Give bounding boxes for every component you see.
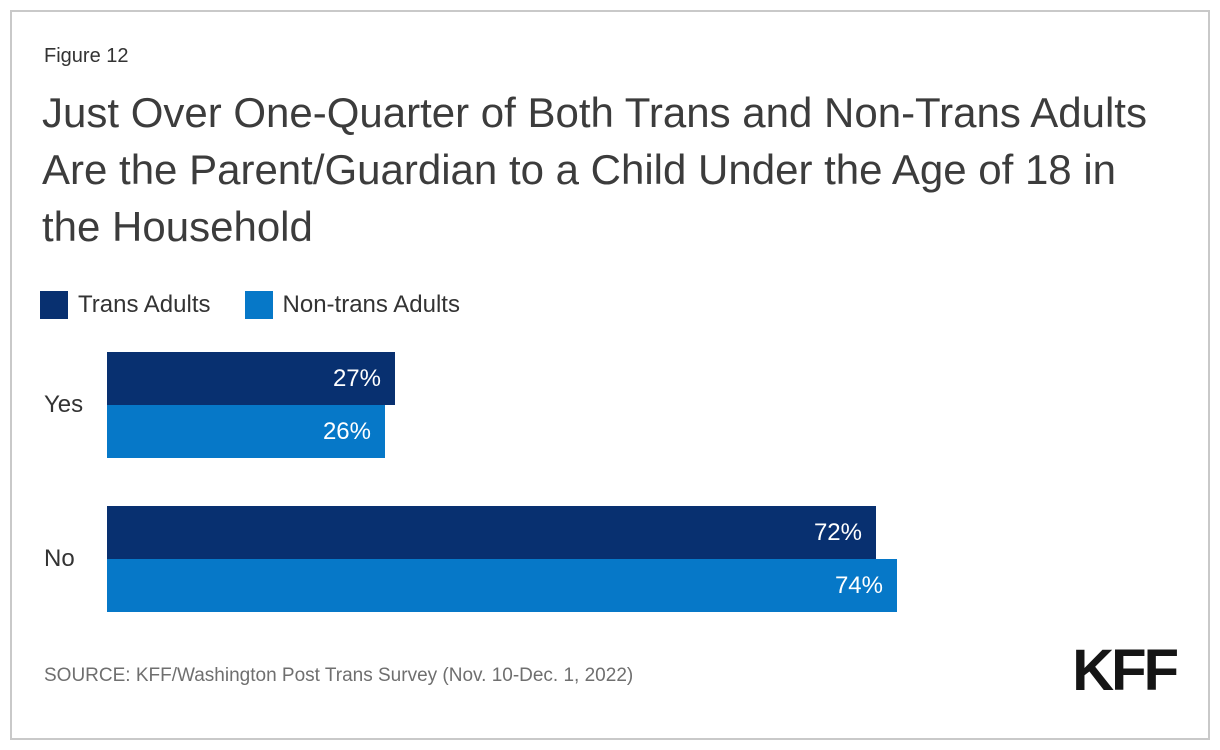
- figure-label: Figure 12: [44, 45, 129, 67]
- legend-label-non-trans-adults: Non-trans Adults: [282, 291, 460, 318]
- source-note: SOURCE: KFF/Washington Post Trans Survey…: [44, 665, 634, 686]
- bar-chart: Yes 27% 26% No 72% 74%: [44, 352, 1175, 618]
- bar-group: Yes 27% 26%: [44, 352, 1175, 458]
- legend-swatch-trans-adults: [40, 291, 68, 319]
- category-label: Yes: [44, 391, 84, 418]
- legend-item-trans-adults: Trans Adults: [40, 291, 211, 319]
- legend-swatch-non-trans-adults: [244, 291, 273, 319]
- bar: 26%: [107, 405, 385, 458]
- value-label: 26%: [322, 417, 371, 445]
- legend-label-trans-adults: Trans Adults: [78, 291, 211, 318]
- chart-title: Just Over One-Quarter of Both Trans and …: [42, 89, 1147, 250]
- bar-group: No 72% 74%: [44, 506, 1175, 612]
- value-label: 27%: [332, 364, 381, 392]
- kff-logo: KFF: [1072, 638, 1179, 703]
- value-label: 74%: [834, 571, 883, 599]
- bar: 27%: [107, 352, 395, 405]
- category-label: No: [44, 545, 75, 572]
- bar: 72%: [107, 506, 876, 559]
- bar: 74%: [107, 559, 897, 612]
- legend-item-non-trans-adults: Non-trans Adults: [244, 291, 460, 319]
- value-label: 72%: [813, 518, 862, 546]
- legend: Trans Adults Non-trans Adults: [40, 291, 460, 319]
